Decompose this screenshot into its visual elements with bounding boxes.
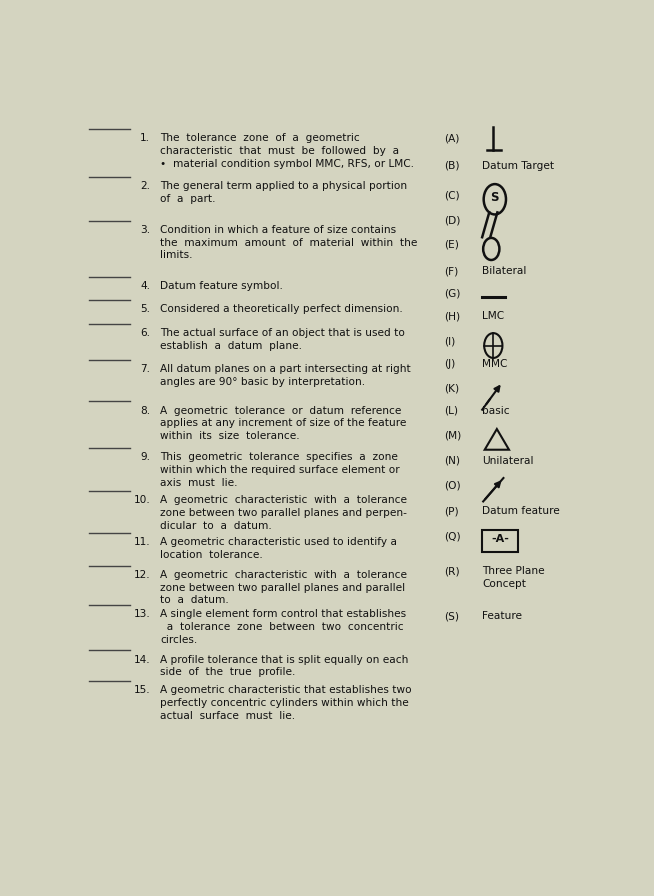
Text: -A-: -A- <box>491 534 509 545</box>
Text: (M): (M) <box>444 430 462 441</box>
Text: (P): (P) <box>444 506 458 516</box>
Text: basic: basic <box>482 406 509 416</box>
Text: All datum planes on a part intersecting at right
angles are 90° basic by interpr: All datum planes on a part intersecting … <box>160 364 411 387</box>
Text: 9.: 9. <box>140 452 150 462</box>
Text: 11.: 11. <box>133 538 150 547</box>
Text: 1.: 1. <box>140 133 150 143</box>
Text: Feature: Feature <box>482 611 522 621</box>
Text: The actual surface of an object that is used to
establish  a  datum  plane.: The actual surface of an object that is … <box>160 328 405 351</box>
Text: (G): (G) <box>444 289 460 298</box>
Text: 12.: 12. <box>133 570 150 580</box>
Text: A geometric characteristic that establishes two
perfectly concentric cylinders w: A geometric characteristic that establis… <box>160 685 412 720</box>
Text: 7.: 7. <box>140 364 150 375</box>
Text: (E): (E) <box>444 240 459 250</box>
Text: This  geometric  tolerance  specifies  a  zone
within which the required surface: This geometric tolerance specifies a zon… <box>160 452 400 488</box>
Text: 8.: 8. <box>140 406 150 416</box>
Text: A single element form control that establishes
  a  tolerance  zone  between  tw: A single element form control that estab… <box>160 609 406 645</box>
Text: (I): (I) <box>444 337 455 347</box>
Text: 14.: 14. <box>133 655 150 665</box>
Text: (S): (S) <box>444 611 459 621</box>
Text: MMC: MMC <box>482 359 508 369</box>
Text: The  tolerance  zone  of  a  geometric
characteristic  that  must  be  followed : The tolerance zone of a geometric charac… <box>160 133 415 168</box>
Text: Datum Target: Datum Target <box>482 160 555 170</box>
Text: Three Plane
Concept: Three Plane Concept <box>482 566 545 589</box>
Text: 13.: 13. <box>133 609 150 619</box>
Text: (A): (A) <box>444 133 460 143</box>
Text: (D): (D) <box>444 216 460 226</box>
Text: 4.: 4. <box>140 281 150 291</box>
Text: Datum feature symbol.: Datum feature symbol. <box>160 281 283 291</box>
Text: (C): (C) <box>444 190 460 201</box>
Text: A  geometric  tolerance  or  datum  reference
applies at any increment of size o: A geometric tolerance or datum reference… <box>160 406 407 441</box>
Text: Datum feature: Datum feature <box>482 506 560 516</box>
Text: A  geometric  characteristic  with  a  tolerance
zone between two parallel plane: A geometric characteristic with a tolera… <box>160 570 407 606</box>
Text: (L): (L) <box>444 406 458 416</box>
Text: LMC: LMC <box>482 311 504 321</box>
Text: A geometric characteristic used to identify a
location  tolerance.: A geometric characteristic used to ident… <box>160 538 398 560</box>
Text: 15.: 15. <box>133 685 150 695</box>
Text: Bilateral: Bilateral <box>482 266 526 276</box>
Text: 5.: 5. <box>140 304 150 314</box>
Text: (Q): (Q) <box>444 532 461 542</box>
Text: 6.: 6. <box>140 328 150 339</box>
Text: Condition in which a feature of size contains
the  maximum  amount  of  material: Condition in which a feature of size con… <box>160 225 418 261</box>
Text: (K): (K) <box>444 383 459 393</box>
Text: (F): (F) <box>444 266 458 276</box>
Text: (O): (O) <box>444 480 461 490</box>
Text: Unilateral: Unilateral <box>482 456 534 466</box>
Text: (H): (H) <box>444 311 460 321</box>
Text: (R): (R) <box>444 566 460 576</box>
Text: The general term applied to a physical portion
of  a  part.: The general term applied to a physical p… <box>160 181 407 204</box>
Text: Considered a theoretically perfect dimension.: Considered a theoretically perfect dimen… <box>160 304 403 314</box>
Text: S: S <box>490 192 499 204</box>
Text: A profile tolerance that is split equally on each
side  of  the  true  profile.: A profile tolerance that is split equall… <box>160 655 409 677</box>
Text: 3.: 3. <box>140 225 150 235</box>
Text: (N): (N) <box>444 456 460 466</box>
Text: 2.: 2. <box>140 181 150 192</box>
Text: (B): (B) <box>444 160 460 170</box>
Text: A  geometric  characteristic  with  a  tolerance
zone between two parallel plane: A geometric characteristic with a tolera… <box>160 495 407 530</box>
Text: 10.: 10. <box>133 495 150 505</box>
Text: (J): (J) <box>444 359 455 369</box>
